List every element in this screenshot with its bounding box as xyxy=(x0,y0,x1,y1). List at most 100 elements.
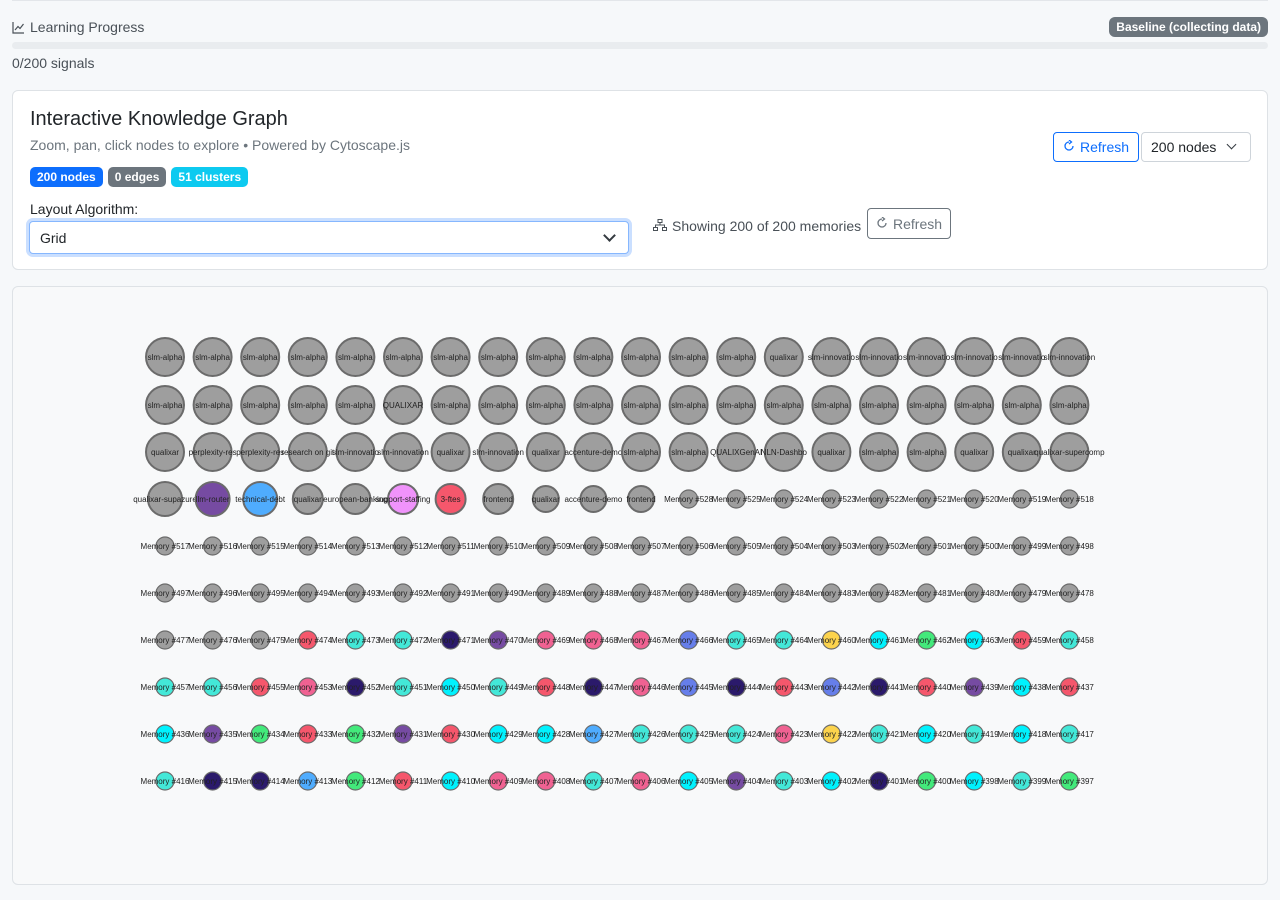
graph-node-circle[interactable] xyxy=(478,432,519,472)
graph-node-circle[interactable] xyxy=(1001,337,1042,377)
graph-node[interactable]: Memory #428 xyxy=(521,724,571,744)
graph-node[interactable]: slm-alpha xyxy=(525,337,566,377)
graph-node-circle[interactable] xyxy=(240,337,281,377)
graph-node[interactable]: Memory #423 xyxy=(759,724,809,744)
refresh-button[interactable]: Refresh xyxy=(1053,132,1140,162)
graph-node[interactable]: Memory #436 xyxy=(141,724,190,744)
graph-node-circle[interactable] xyxy=(287,337,328,377)
graph-node-circle[interactable] xyxy=(1049,432,1090,472)
graph-node[interactable]: Memory #519 xyxy=(997,489,1047,509)
graph-node-circle[interactable] xyxy=(1001,385,1042,425)
graph-node[interactable]: Memory #440 xyxy=(902,677,952,697)
graph-node-circle[interactable] xyxy=(345,583,365,603)
graph-node[interactable]: Memory #517 xyxy=(141,536,190,556)
graph-canvas[interactable]: slm-alpha slm-alpha slm-alpha slm-alpha slm-… xyxy=(12,286,1268,885)
graph-node-circle[interactable] xyxy=(441,536,461,556)
graph-node[interactable]: slm-alpha xyxy=(906,432,947,472)
graph-node-circle[interactable] xyxy=(430,432,471,472)
graph-node-circle[interactable] xyxy=(678,677,699,697)
layout-algorithm-select[interactable]: Grid xyxy=(29,221,629,254)
graph-node-circle[interactable] xyxy=(488,724,508,744)
graph-node-circle[interactable] xyxy=(726,536,746,556)
graph-node[interactable]: Memory #415 xyxy=(188,771,238,791)
graph-node[interactable]: Memory #450 xyxy=(426,677,476,697)
graph-node-circle[interactable] xyxy=(383,337,423,377)
graph-node-circle[interactable] xyxy=(631,630,651,650)
graph-node-circle[interactable] xyxy=(430,385,471,425)
graph-node-circle[interactable] xyxy=(345,771,365,791)
graph-node-circle[interactable] xyxy=(906,385,947,425)
graph-node[interactable]: Memory #405 xyxy=(664,771,714,791)
graph-node[interactable]: Memory #429 xyxy=(474,724,523,744)
graph-node[interactable]: Memory #458 xyxy=(1045,630,1094,650)
graph-node[interactable]: Memory #482 xyxy=(855,583,904,603)
graph-node[interactable]: qualixar xyxy=(291,483,324,515)
graph-node-circle[interactable] xyxy=(583,583,604,603)
graph-node-circle[interactable] xyxy=(345,677,365,697)
graph-node[interactable]: research on git xyxy=(281,432,335,472)
graph-node-circle[interactable] xyxy=(811,385,852,425)
graph-node-circle[interactable] xyxy=(726,630,746,650)
graph-node-circle[interactable] xyxy=(583,677,604,697)
graph-node[interactable]: technical-debt xyxy=(235,481,286,517)
graph-node-circle[interactable] xyxy=(203,724,223,744)
graph-node[interactable]: Memory #424 xyxy=(712,724,761,744)
graph-node[interactable]: Memory #518 xyxy=(1045,489,1094,509)
graph-node[interactable]: slm-alpha xyxy=(478,385,519,425)
graph-node-circle[interactable] xyxy=(726,583,746,603)
graph-node-circle[interactable] xyxy=(668,337,709,377)
graph-node[interactable]: Memory #490 xyxy=(474,583,523,603)
graph-node[interactable]: Memory #520 xyxy=(950,489,999,509)
graph-node-circle[interactable] xyxy=(1049,385,1090,425)
graph-node-circle[interactable] xyxy=(203,677,223,697)
graph-node[interactable]: slm-alpha xyxy=(240,385,281,425)
graph-node-circle[interactable] xyxy=(287,385,328,425)
graph-node[interactable]: slm-alpha xyxy=(859,432,899,472)
graph-node-circle[interactable] xyxy=(859,337,899,377)
graph-node[interactable]: Memory #461 xyxy=(855,630,904,650)
graph-node[interactable]: Memory #441 xyxy=(855,677,904,697)
graph-node[interactable]: perplexity-res xyxy=(189,432,237,472)
graph-node-circle[interactable] xyxy=(869,489,889,509)
graph-node[interactable]: Memory #493 xyxy=(331,583,380,603)
graph-node-circle[interactable] xyxy=(1059,771,1080,791)
graph-node-circle[interactable] xyxy=(1012,677,1032,697)
graph-node[interactable]: Memory #437 xyxy=(1045,677,1094,697)
graph-node[interactable]: Memory #504 xyxy=(759,536,809,556)
graph-node-circle[interactable] xyxy=(203,583,223,603)
graph-node-circle[interactable] xyxy=(383,432,423,472)
graph-node[interactable]: Memory #498 xyxy=(1045,536,1094,556)
node-limit-select[interactable]: 200 nodes xyxy=(1141,132,1251,162)
graph-node[interactable]: Memory #455 xyxy=(236,677,285,697)
graph-node-circle[interactable] xyxy=(242,481,279,517)
graph-node[interactable]: Memory #495 xyxy=(236,583,285,603)
graph-node-circle[interactable] xyxy=(147,481,183,517)
graph-node-circle[interactable] xyxy=(678,489,699,509)
graph-node-circle[interactable] xyxy=(298,630,318,650)
graph-node[interactable]: Memory #512 xyxy=(379,536,428,556)
graph-node[interactable]: Memory #413 xyxy=(283,771,333,791)
graph-node-circle[interactable] xyxy=(821,677,842,697)
graph-node-circle[interactable] xyxy=(821,489,842,509)
graph-node-circle[interactable] xyxy=(250,536,270,556)
graph-node-circle[interactable] xyxy=(194,481,231,517)
graph-node[interactable]: Memory #522 xyxy=(855,489,904,509)
graph-node[interactable]: Memory #508 xyxy=(569,536,618,556)
graph-node[interactable]: slm-alpha xyxy=(668,385,709,425)
graph-node-circle[interactable] xyxy=(345,536,365,556)
graph-node[interactable]: Memory #434 xyxy=(236,724,285,744)
graph-node-circle[interactable] xyxy=(869,536,889,556)
graph-node-circle[interactable] xyxy=(482,483,515,515)
graph-node[interactable]: 3-ftes xyxy=(434,483,467,515)
graph-node-circle[interactable] xyxy=(869,583,889,603)
graph-node-circle[interactable] xyxy=(906,432,947,472)
graph-node[interactable]: qualixar xyxy=(525,432,566,472)
graph-node-circle[interactable] xyxy=(1059,677,1080,697)
graph-node-circle[interactable] xyxy=(1059,489,1080,509)
graph-node[interactable]: llm-router xyxy=(194,481,231,517)
graph-node-circle[interactable] xyxy=(726,489,746,509)
graph-node-circle[interactable] xyxy=(869,630,889,650)
graph-node-circle[interactable] xyxy=(678,536,699,556)
graph-node[interactable]: qualixar-supazure xyxy=(133,481,197,517)
graph-node-circle[interactable] xyxy=(298,677,318,697)
